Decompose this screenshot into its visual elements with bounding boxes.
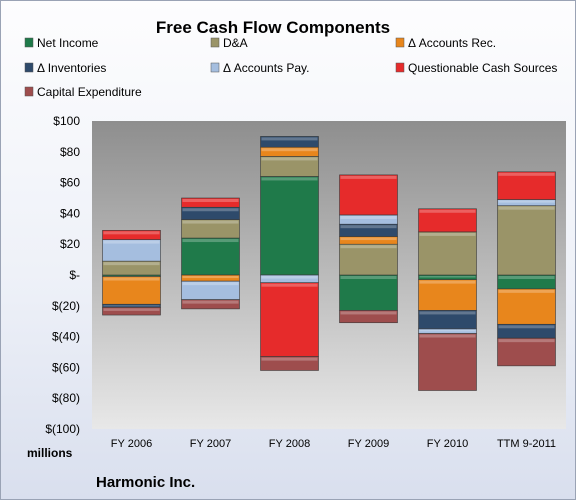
x-tick-label: FY 2006 (111, 438, 152, 450)
bar-segment-questionable-cash-sources (339, 174, 398, 216)
bar-segment-delta-inventories (339, 223, 398, 237)
bar-segment-delta-inventories (102, 303, 161, 308)
legend-swatch-delta-inventories (24, 62, 34, 73)
legend-label-delta-accounts-rec: Δ Accounts Rec. (408, 36, 496, 50)
company-name: Harmonic Inc. (96, 474, 195, 491)
bar-segment-capital-expenditure (102, 307, 161, 316)
bar-segment-questionable-cash-sources (181, 197, 240, 208)
bar-segment-net-income (497, 274, 556, 290)
chart-title: Free Cash Flow Components (156, 18, 390, 37)
legend-swatch-delta-accounts-pay (210, 62, 220, 73)
bar-segment-delta-accounts-rec (260, 146, 319, 157)
bar-segment-capital-expenditure (339, 310, 398, 324)
bar-segment-d-a (181, 219, 240, 239)
bar-segment-capital-expenditure (497, 337, 556, 367)
y-tick-label: $(60) (52, 360, 80, 374)
y-tick-label: $100 (53, 114, 80, 128)
bar-segment-delta-accounts-rec (181, 274, 240, 282)
x-axis: FY 2006 FY 2007 FY 2008 FY 2009 FY 2010 TTM 9… (111, 438, 556, 450)
bar-segment-d-a (497, 205, 556, 276)
bar-segment-delta-accounts-pay (102, 239, 161, 262)
bar-segment-delta-accounts-pay (339, 214, 398, 225)
bar-segment-capital-expenditure (418, 333, 477, 391)
x-tick-label: FY 2007 (190, 438, 231, 450)
legend-label-questionable-cash-sources: Questionable Cash Sources (408, 61, 557, 75)
bar-segment-delta-inventories (418, 310, 477, 330)
bar-segment-net-income (181, 237, 240, 276)
y-tick-label: $60 (60, 176, 80, 190)
bar-segment-questionable-cash-sources (418, 208, 477, 233)
y-tick-label: $(80) (52, 391, 80, 405)
bar-segment-d-a (260, 156, 319, 177)
bar-segment-d-a (339, 243, 398, 276)
x-tick-label: TTM 9-2011 (497, 438, 556, 450)
legend: Net Income D&A Δ Accounts Rec. Δ Inventorie… (24, 36, 557, 99)
bar-segment-d-a (102, 260, 161, 276)
y-tick-label: $(40) (52, 330, 80, 344)
bar-segment-d-a (418, 231, 477, 276)
bar-segment-delta-accounts-rec (339, 236, 398, 245)
legend-swatch-capital-expenditure (24, 86, 34, 97)
bar-segment-delta-accounts-pay (181, 280, 240, 300)
legend-swatch-questionable-cash-sources (395, 62, 405, 73)
legend-swatch-net-income (24, 37, 34, 48)
legend-label-net-income: Net Income (37, 36, 99, 50)
bar-segment-delta-inventories (497, 323, 556, 339)
bar-segment-delta-accounts-pay (418, 328, 477, 334)
legend-swatch-d-a (210, 37, 220, 48)
y-tick-label: $- (69, 268, 80, 282)
y-axis: $100 $80 $60 $40 $20 $- $(20) $(40) $(60) $(80) $(… (45, 114, 80, 436)
y-tick-label: $20 (60, 237, 80, 251)
bar-segment-capital-expenditure (181, 299, 240, 310)
legend-swatch-delta-accounts-rec (395, 37, 405, 48)
plot-area (92, 121, 566, 429)
bar-segment-delta-accounts-rec (418, 279, 477, 311)
bar-segment-delta-accounts-rec (102, 276, 161, 305)
legend-label-delta-inventories: Δ Inventories (37, 61, 106, 75)
bar-segment-delta-inventories (260, 136, 319, 148)
bar-segment-questionable-cash-sources (497, 171, 556, 200)
bar-segment-delta-accounts-pay (260, 274, 319, 283)
bar-segment-net-income (260, 176, 319, 276)
bar-segment-net-income (339, 274, 398, 311)
y-tick-label: $80 (60, 145, 80, 159)
bar-segment-delta-accounts-rec (497, 288, 556, 325)
bar-segment-questionable-cash-sources (102, 230, 161, 240)
bar-segment-delta-accounts-pay (497, 199, 556, 206)
legend-label-capital-expenditure: Capital Expenditure (37, 85, 142, 99)
y-axis-label: millions (27, 446, 73, 460)
x-tick-label: FY 2008 (269, 438, 310, 450)
bars (102, 136, 556, 391)
y-tick-label: $(100) (45, 422, 80, 436)
legend-label-delta-accounts-pay: Δ Accounts Pay. (223, 61, 310, 75)
y-tick-label: $(20) (52, 299, 80, 313)
y-tick-label: $40 (60, 206, 80, 220)
bar-segment-net-income (418, 274, 477, 280)
bar-segment-delta-inventories (181, 206, 240, 220)
x-tick-label: FY 2009 (348, 438, 389, 450)
x-tick-label: FY 2010 (427, 438, 468, 450)
bar-segment-questionable-cash-sources (260, 282, 319, 357)
legend-label-d-a: D&A (223, 36, 248, 50)
bar-segment-capital-expenditure (260, 356, 319, 371)
